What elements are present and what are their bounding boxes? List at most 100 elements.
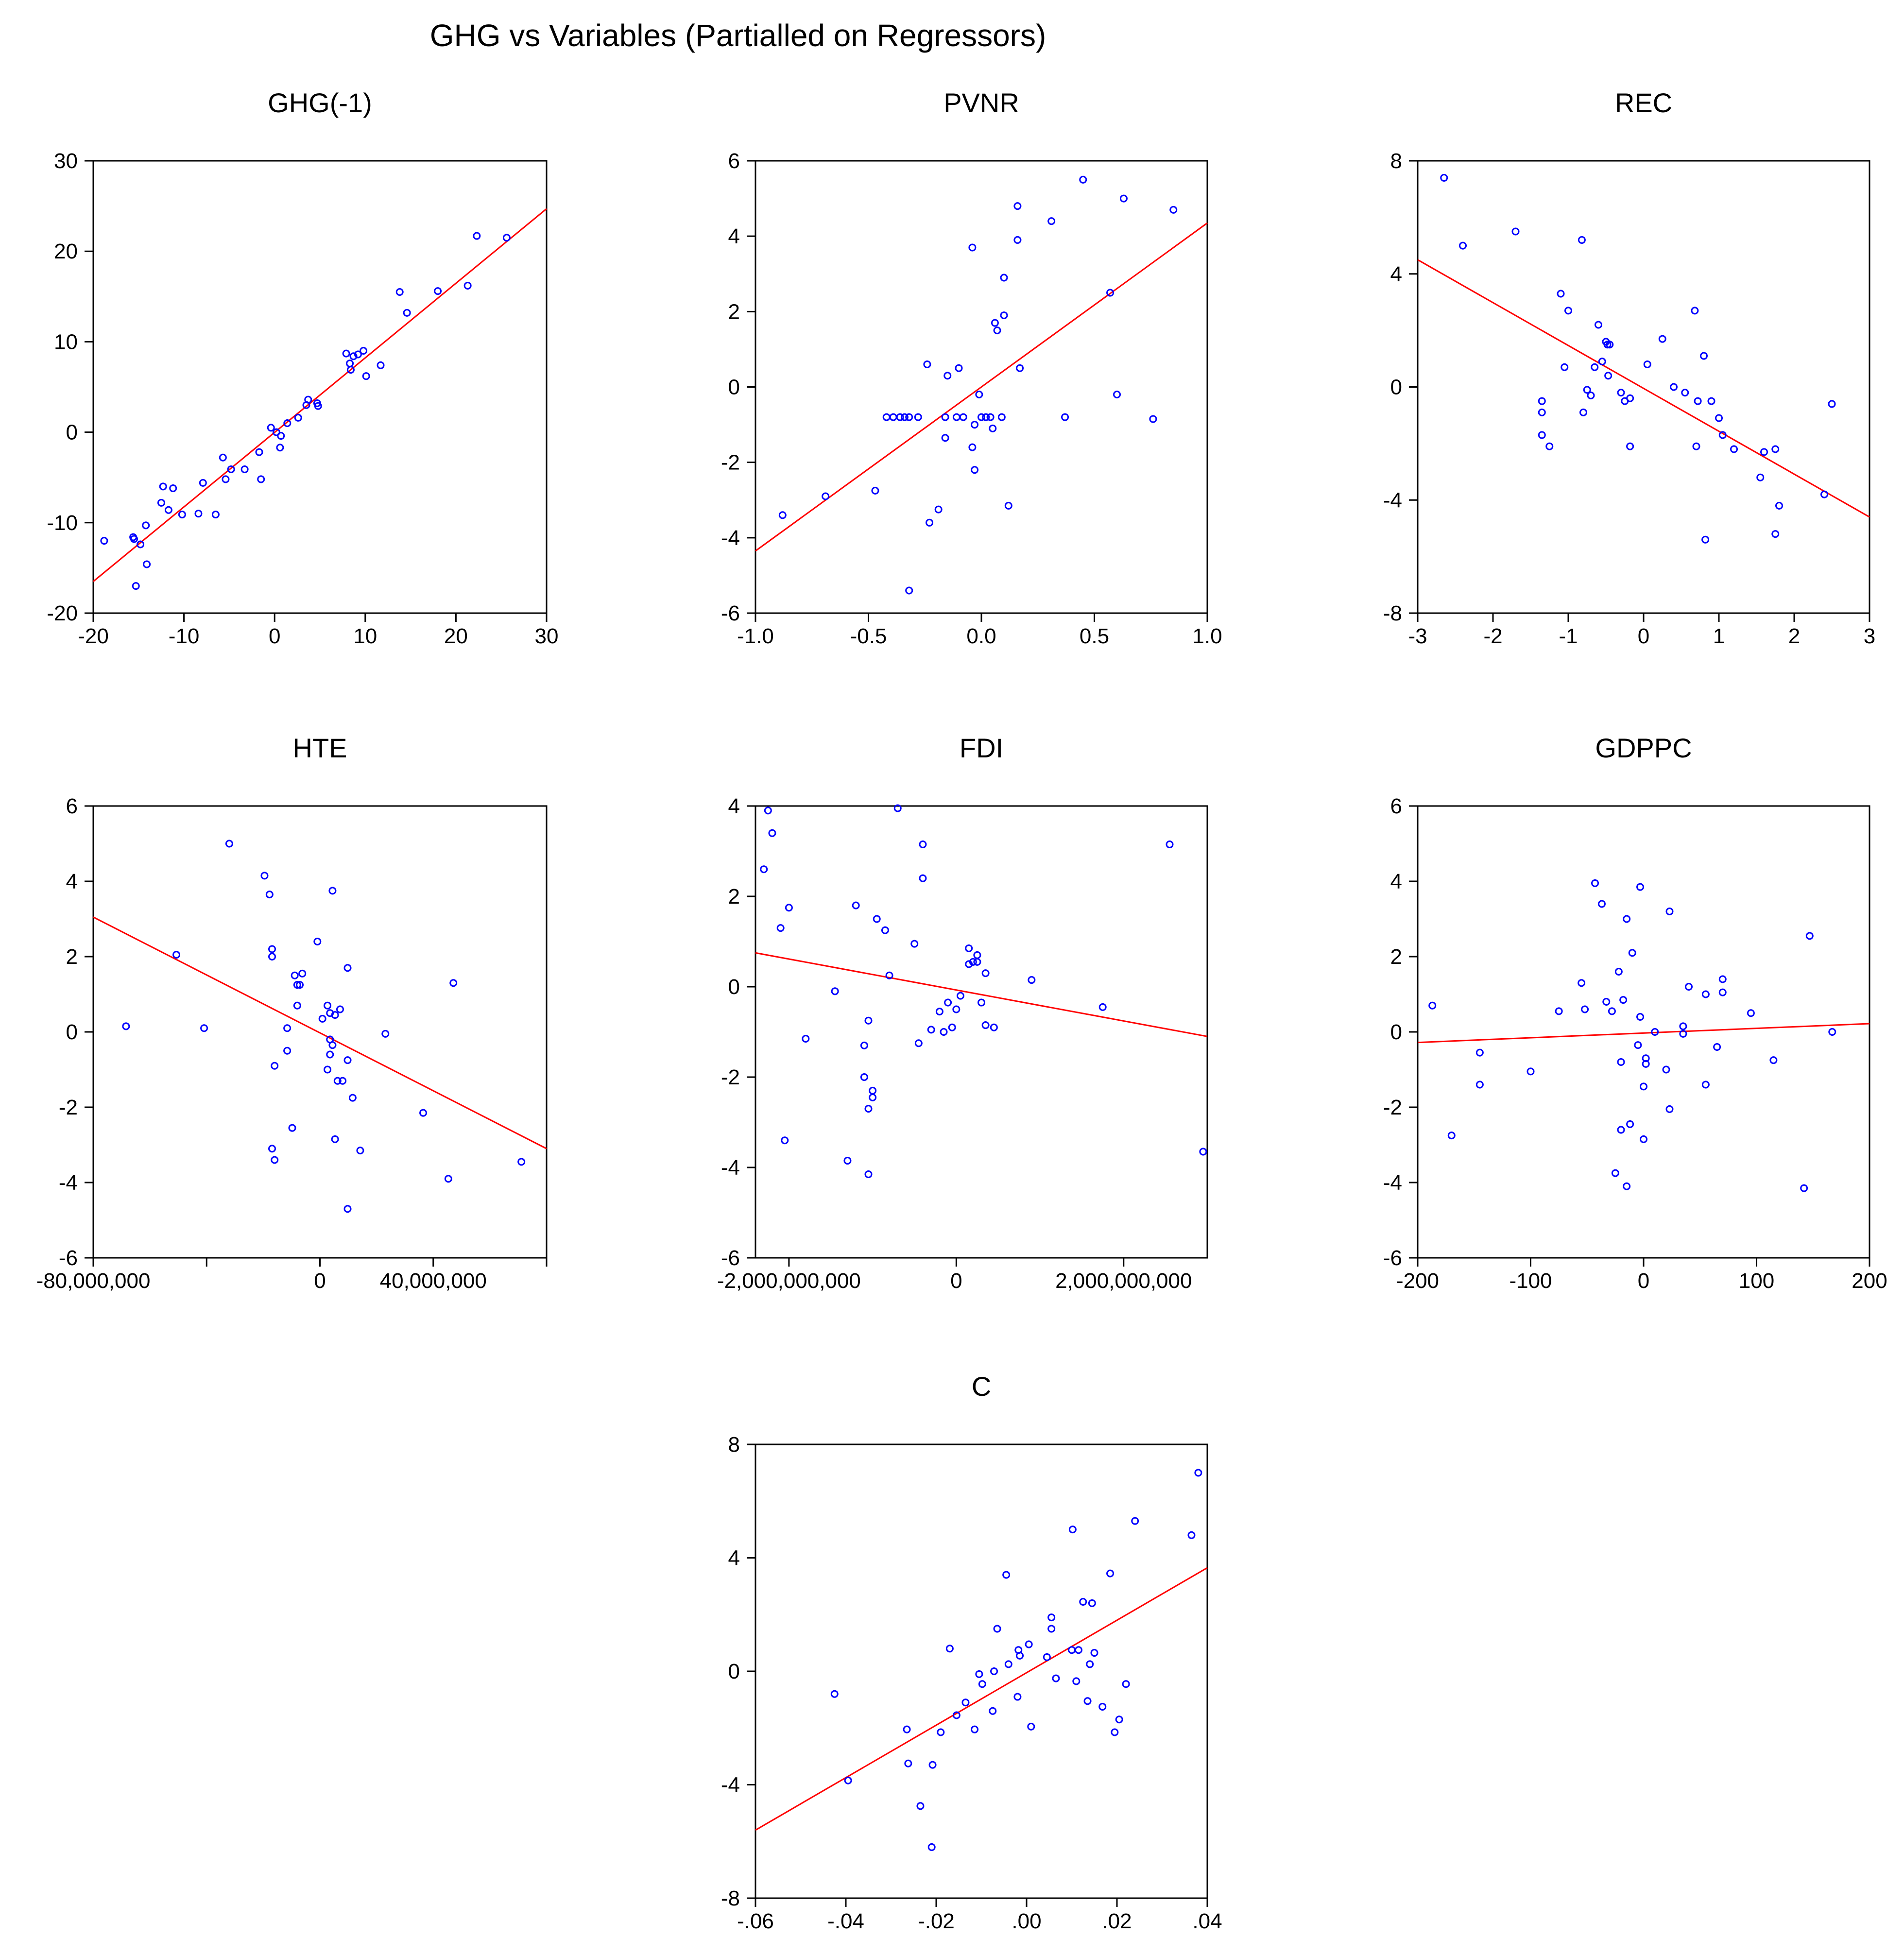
data-point bbox=[1640, 1082, 1647, 1091]
data-point bbox=[143, 560, 151, 568]
x-tick-label: -10 bbox=[169, 624, 200, 648]
data-point bbox=[1602, 998, 1611, 1006]
y-tick-label: -2 bbox=[1383, 1096, 1402, 1119]
data-point bbox=[1718, 431, 1727, 439]
y-tick-label: 20 bbox=[54, 240, 78, 263]
data-point bbox=[271, 1062, 279, 1070]
data-point bbox=[830, 1690, 839, 1698]
panel-title: FDI bbox=[960, 733, 1003, 763]
data-point bbox=[1447, 1132, 1456, 1140]
panel-hte: HTE -80,000,000 0 40,000,000 -6 -4 -2 0 2 4 6 bbox=[36, 733, 548, 1293]
y-tick-label: 10 bbox=[54, 330, 78, 354]
y-tick-label: -20 bbox=[47, 601, 78, 625]
data-point bbox=[978, 1680, 986, 1688]
data-point bbox=[343, 1056, 352, 1064]
x-tick-label: -.04 bbox=[827, 1909, 864, 1933]
data-point bbox=[989, 424, 997, 432]
data-point bbox=[1643, 360, 1651, 368]
data-point bbox=[324, 1065, 332, 1074]
data-point bbox=[1079, 175, 1087, 184]
data-point bbox=[1428, 1001, 1437, 1010]
y-tick-label: 0 bbox=[728, 1660, 740, 1683]
y-tick-label: 4 bbox=[728, 794, 740, 818]
x-tick-label: -.02 bbox=[918, 1909, 955, 1933]
data-point bbox=[1771, 530, 1780, 538]
data-point bbox=[940, 1028, 948, 1036]
y-tick-label: -8 bbox=[1383, 601, 1402, 625]
data-point bbox=[324, 1001, 332, 1010]
x-tick-label: -3 bbox=[1408, 624, 1427, 648]
data-point bbox=[1088, 1599, 1096, 1607]
data-point bbox=[997, 413, 1006, 421]
y-tick-label: -4 bbox=[721, 1773, 740, 1797]
data-point bbox=[1701, 535, 1710, 544]
x-tick-label: -2,000,000,000 bbox=[717, 1269, 861, 1293]
data-point bbox=[318, 1014, 326, 1023]
data-point bbox=[945, 1645, 954, 1653]
data-point bbox=[1169, 206, 1178, 214]
data-point bbox=[1665, 1105, 1674, 1113]
data-point bbox=[1002, 1571, 1011, 1579]
x-tick-label: .00 bbox=[1012, 1909, 1041, 1933]
x-tick-label: 0 bbox=[950, 1269, 962, 1293]
data-point bbox=[831, 987, 839, 995]
y-tick-label: -2 bbox=[59, 1096, 78, 1119]
data-point bbox=[981, 969, 990, 978]
y-tick-label: 0 bbox=[66, 421, 78, 445]
data-point bbox=[178, 511, 186, 519]
data-point bbox=[1634, 1041, 1642, 1049]
data-point bbox=[419, 1109, 428, 1117]
x-tick-label: 2 bbox=[1788, 624, 1800, 648]
data-point bbox=[1606, 341, 1614, 349]
data-point bbox=[346, 360, 354, 368]
data-point bbox=[1545, 442, 1554, 450]
data-point bbox=[1090, 1649, 1098, 1657]
data-point bbox=[240, 465, 249, 473]
data-point bbox=[910, 940, 919, 948]
data-point bbox=[225, 840, 233, 848]
data-point bbox=[1013, 1693, 1022, 1701]
y-tick-label: -6 bbox=[59, 1246, 78, 1270]
data-point bbox=[293, 981, 301, 989]
data-point bbox=[919, 840, 927, 849]
data-point bbox=[1700, 352, 1708, 360]
data-point bbox=[904, 1759, 912, 1767]
data-point bbox=[941, 434, 949, 442]
y-tick-label: 8 bbox=[728, 1433, 740, 1457]
data-point bbox=[132, 582, 140, 590]
data-point bbox=[973, 958, 981, 966]
data-point bbox=[328, 1041, 337, 1049]
data-point bbox=[982, 413, 990, 421]
data-point bbox=[339, 1077, 347, 1085]
data-point bbox=[978, 413, 985, 421]
data-point bbox=[130, 535, 138, 543]
data-point bbox=[222, 475, 230, 483]
data-point bbox=[973, 951, 981, 959]
data-point bbox=[1730, 445, 1738, 453]
data-point bbox=[343, 1205, 352, 1213]
x-tick-label: -20 bbox=[78, 624, 109, 648]
data-point bbox=[919, 874, 927, 882]
data-point bbox=[1527, 1067, 1535, 1076]
data-point bbox=[1199, 1148, 1207, 1156]
data-point bbox=[227, 465, 235, 473]
panel-title: C bbox=[972, 1371, 991, 1402]
data-point bbox=[864, 1170, 873, 1178]
data-point bbox=[328, 887, 337, 895]
x-tick-label: 0.5 bbox=[1080, 624, 1109, 648]
data-point bbox=[1614, 968, 1623, 976]
x-tick-label: -1.0 bbox=[737, 624, 774, 648]
data-point bbox=[200, 1024, 208, 1032]
panel-title: HTE bbox=[293, 733, 347, 763]
regression-line bbox=[93, 208, 547, 582]
y-tick-label: 4 bbox=[1390, 262, 1402, 286]
data-point bbox=[1579, 408, 1587, 416]
data-point bbox=[914, 413, 922, 421]
data-point bbox=[1061, 413, 1069, 421]
data-point bbox=[1760, 448, 1768, 456]
y-tick-label: -10 bbox=[47, 511, 78, 535]
y-tick-label: 2 bbox=[728, 885, 740, 909]
data-point bbox=[255, 448, 263, 456]
data-point bbox=[1000, 274, 1008, 282]
regression-line bbox=[755, 1567, 1208, 1831]
